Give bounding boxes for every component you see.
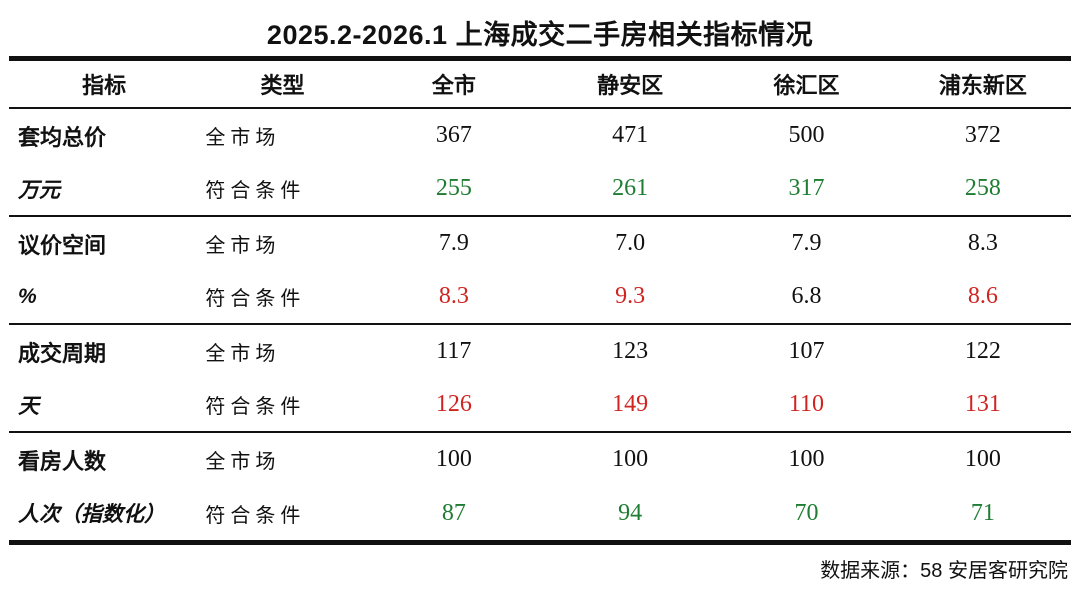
value-cell: 471 (612, 122, 649, 148)
value-cell: 8.6 (967, 283, 998, 309)
table-row: 成交周期 全市场 117 123 107 122 (9, 323, 1071, 378)
value-cell: 8.3 (894, 215, 1071, 270)
header-pudong: 浦东新区 (894, 61, 1071, 109)
unit-label: 人次（指数化） (18, 503, 165, 526)
value-cell: 261 (612, 175, 649, 201)
unit-label: % (18, 284, 37, 308)
value-cell: 7.9 (718, 215, 895, 270)
value-cell: 100 (894, 431, 1071, 486)
unit-label: 万元 (18, 178, 60, 202)
unit-label: 天 (18, 394, 39, 418)
value-cell: 122 (894, 323, 1071, 378)
value-cell: 71 (970, 499, 995, 526)
top-double-rule (9, 56, 1071, 61)
value-cell: 110 (788, 391, 825, 417)
value-cell: 255 (435, 175, 472, 201)
type-label: 全市场 (199, 431, 366, 486)
header-citywide: 全市 (365, 61, 542, 109)
table-row: 天 符合条件 126 149 110 131 (9, 378, 1071, 432)
value-cell: 123 (541, 323, 719, 378)
indicator-label: 套均总价 (18, 124, 107, 150)
indicators-table-wrap: 指标 类型 全市 静安区 徐汇区 浦东新区 套均总价 全市场 367 471 5… (9, 56, 1071, 545)
value-cell: 100 (541, 431, 719, 486)
table-row: 人次（指数化） 符合条件 87 94 70 71 (9, 486, 1071, 540)
header-jingan: 静安区 (541, 61, 719, 109)
value-cell: 372 (964, 122, 1001, 148)
value-cell: 6.8 (791, 283, 822, 309)
header-type: 类型 (199, 61, 366, 109)
type-label: 全市场 (205, 127, 281, 149)
type-label: 全市场 (199, 215, 366, 270)
page-title: 2025.2-2026.1 上海成交二手房相关指标情况 (266, 20, 814, 50)
value-cell: 94 (618, 499, 643, 526)
value-cell: 70 (794, 499, 819, 526)
value-cell: 131 (964, 391, 1001, 417)
header-row: 指标 类型 全市 静安区 徐汇区 浦东新区 (9, 61, 1071, 109)
type-label: 符合条件 (205, 504, 306, 527)
value-cell: 367 (435, 122, 472, 148)
type-label: 全市场 (199, 323, 366, 378)
value-cell: 149 (612, 391, 649, 417)
source-note: 数据来源：58 安居客研究院 (820, 560, 1068, 582)
value-cell: 126 (435, 391, 472, 417)
table-row: % 符合条件 8.3 9.3 6.8 8.6 (9, 270, 1071, 324)
table-row: 看房人数 全市场 100 100 100 100 (9, 431, 1071, 486)
value-cell: 107 (718, 323, 895, 378)
table-row: 议价空间 全市场 7.9 7.0 7.9 8.3 (9, 215, 1071, 270)
type-label: 符合条件 (205, 180, 306, 202)
value-cell: 8.3 (438, 283, 469, 309)
table-row: 套均总价 全市场 367 471 500 372 (9, 108, 1071, 162)
indicator-label: 成交周期 (9, 323, 200, 378)
value-cell: 100 (365, 431, 542, 486)
indicator-label: 议价空间 (9, 215, 200, 270)
header-indicator: 指标 (9, 61, 200, 109)
bottom-double-rule (9, 540, 1071, 545)
value-cell: 500 (788, 122, 825, 148)
table-row: 万元 符合条件 255 261 317 258 (9, 162, 1071, 216)
header-xuhui: 徐汇区 (718, 61, 895, 109)
value-cell: 87 (441, 499, 466, 526)
value-cell: 100 (718, 431, 895, 486)
indicator-label: 看房人数 (9, 431, 200, 486)
value-cell: 117 (365, 323, 542, 378)
value-cell: 7.0 (541, 215, 719, 270)
value-cell: 258 (964, 175, 1001, 201)
indicators-table: 指标 类型 全市 静安区 徐汇区 浦东新区 套均总价 全市场 367 471 5… (9, 61, 1071, 540)
value-cell: 9.3 (615, 283, 646, 309)
value-cell: 7.9 (365, 215, 542, 270)
type-label: 符合条件 (205, 288, 306, 310)
value-cell: 317 (788, 175, 825, 201)
type-label: 符合条件 (205, 396, 306, 418)
